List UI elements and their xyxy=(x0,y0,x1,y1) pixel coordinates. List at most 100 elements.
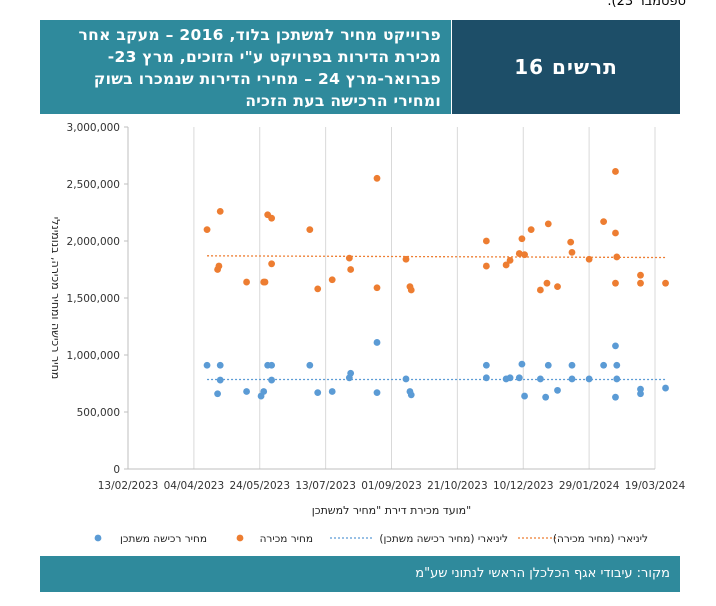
chart-title: פרוייקט מחיר למשתכן בלוד, 2016 – מעקב אח… xyxy=(40,20,451,114)
sale-point xyxy=(347,266,355,273)
purchase-point xyxy=(306,361,314,369)
purchase-point xyxy=(637,390,644,398)
sale-point xyxy=(482,262,490,270)
sale-point xyxy=(314,285,322,293)
legend-sale-label: מחיר מכירה xyxy=(260,533,313,545)
sale-point xyxy=(215,262,223,270)
x-axis-title: מועד מכירת דירת "מחיר למשתכן" xyxy=(312,504,471,517)
sale-point xyxy=(243,278,250,286)
purchase-point xyxy=(536,375,544,383)
purchase-point xyxy=(328,388,336,395)
sale-point xyxy=(662,279,669,287)
purchase-point xyxy=(482,361,490,369)
purchase-point xyxy=(585,375,593,383)
y-tick-label: 0 xyxy=(113,464,120,476)
scatter-chart: 13/02/2023 04/04/2023 24/05/2023 13/07/2023… xyxy=(49,122,686,545)
sale-point xyxy=(482,237,490,245)
sale-point xyxy=(518,235,526,243)
purchase-point xyxy=(521,392,528,400)
sale-point xyxy=(407,286,415,294)
sale-point xyxy=(345,254,353,262)
purchase-point xyxy=(214,390,221,398)
purchase-point xyxy=(613,361,621,369)
sale-point xyxy=(268,260,276,268)
purchase-point xyxy=(203,361,211,369)
x-tick-label: 01/09/2023 xyxy=(361,480,422,492)
purchase-point xyxy=(373,389,381,397)
sale-point xyxy=(506,256,514,264)
purchase-point xyxy=(506,374,514,382)
legend-purchase-trend-label: ליניארי (מחיר רכישה משתכן) xyxy=(379,533,508,545)
sale-point xyxy=(567,238,575,246)
sale-point xyxy=(203,226,211,234)
purchase-point xyxy=(216,361,224,369)
sale-point xyxy=(612,279,619,287)
sale-point xyxy=(261,278,269,286)
purchase-point xyxy=(260,388,268,395)
sale-point xyxy=(216,207,224,215)
y-axis-title: מחיר רכישה ומחיר מכירה, בנומינלי xyxy=(49,217,62,380)
purchase-point xyxy=(347,369,355,377)
y-tick-label: 1,000,000 xyxy=(67,350,120,362)
sale-point xyxy=(536,286,544,294)
purchase-point xyxy=(600,361,608,369)
purchase-point xyxy=(407,391,415,399)
sale-point xyxy=(613,253,621,261)
x-tick-label: 10/12/2023 xyxy=(493,480,554,492)
purchase-point xyxy=(482,374,490,382)
purchase-point xyxy=(243,388,250,395)
purchase-point xyxy=(612,393,619,401)
legend-sale-trend-label: ליניארי (מחיר מכירה) xyxy=(553,533,648,545)
legend-purchase-label: מחיר רכישה משתכן xyxy=(120,533,207,545)
sale-point xyxy=(515,250,523,257)
legend-purchase-marker xyxy=(94,534,102,542)
sale-trendline xyxy=(207,255,666,259)
sale-point xyxy=(544,220,552,228)
sale-point xyxy=(612,168,619,175)
purchase-point xyxy=(402,375,410,383)
purchase-point xyxy=(268,361,276,369)
sale-point xyxy=(306,226,314,234)
sale-point xyxy=(373,284,381,292)
y-tick-label: 3,000,000 xyxy=(67,122,120,134)
purchase-point xyxy=(314,389,322,397)
y-tick-label: 500,000 xyxy=(77,407,120,419)
purchase-point xyxy=(542,393,550,401)
y-tick-label: 2,000,000 xyxy=(67,236,120,248)
legend-sale-marker xyxy=(236,534,244,542)
sale-point xyxy=(543,279,551,287)
y-tick-label: 2,500,000 xyxy=(67,179,120,191)
x-tick-label: 13/02/2023 xyxy=(98,480,159,492)
sale-point xyxy=(637,279,644,287)
sale-point xyxy=(637,271,644,279)
purchase-point xyxy=(662,384,669,392)
purchase-point xyxy=(373,339,381,346)
sale-point xyxy=(402,255,410,263)
sale-point xyxy=(554,283,561,290)
x-tick-label: 04/04/2023 xyxy=(164,480,225,492)
sale-point xyxy=(328,276,336,284)
x-tick-label: 29/01/2024 xyxy=(559,480,620,492)
purchase-point xyxy=(268,376,276,384)
y-tick-label: 1,500,000 xyxy=(67,293,120,305)
purchase-point xyxy=(613,375,621,383)
purchase-point xyxy=(568,361,576,369)
purchase-point xyxy=(612,342,619,350)
source-note: מקור: עיבודי אגף הכלכלן הראשי לנתוני שע"… xyxy=(40,556,680,592)
sale-point xyxy=(521,251,528,259)
x-tick-label: 19/03/2024 xyxy=(625,480,686,492)
purchase-point xyxy=(554,386,561,394)
sale-point xyxy=(612,229,619,237)
figure-label: תרשים 16 xyxy=(452,20,680,114)
purchase-point xyxy=(568,375,576,383)
purchase-point xyxy=(518,360,526,368)
sale-point xyxy=(527,226,535,234)
x-tick-label: 21/10/2023 xyxy=(427,480,488,492)
sale-point xyxy=(600,218,608,226)
preceding-text-fragment: ספטמבר 23). xyxy=(607,0,686,9)
sale-point xyxy=(502,261,510,269)
purchase-point xyxy=(515,374,523,382)
x-tick-label: 13/07/2023 xyxy=(295,480,356,492)
sale-point xyxy=(268,214,276,222)
purchase-point xyxy=(216,376,224,384)
